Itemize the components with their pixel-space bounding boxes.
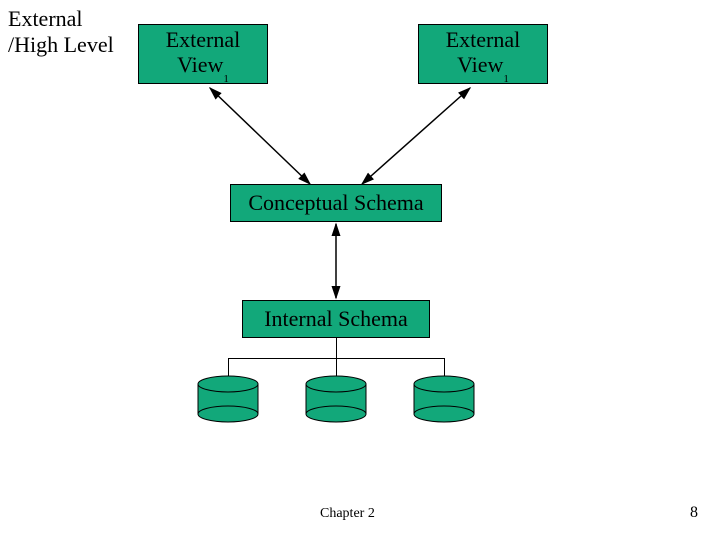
arrow-conceptual-to-right bbox=[362, 88, 470, 184]
arrows-layer bbox=[0, 0, 720, 540]
footer-chapter: Chapter 2 bbox=[320, 506, 375, 522]
external-view-left-box: External View1 bbox=[138, 24, 268, 84]
footer-page-number: 8 bbox=[690, 504, 698, 522]
external-view-right-box: External View1 bbox=[418, 24, 548, 84]
internal-schema-label: Internal Schema bbox=[264, 306, 408, 332]
title-label: External /High Level bbox=[8, 6, 114, 59]
conceptual-schema-label: Conceptual Schema bbox=[248, 190, 423, 216]
tree-stem bbox=[336, 338, 337, 358]
cylinder-3 bbox=[413, 374, 475, 428]
conceptual-schema-box: Conceptual Schema bbox=[230, 184, 442, 222]
cylinder-2 bbox=[305, 374, 367, 428]
external-view-right-label: External View1 bbox=[446, 27, 521, 81]
title-line1: External bbox=[8, 6, 83, 31]
external-view-left-label: External View1 bbox=[166, 27, 241, 81]
title-line2: /High Level bbox=[8, 32, 114, 57]
cylinder-1 bbox=[197, 374, 259, 428]
internal-schema-box: Internal Schema bbox=[242, 300, 430, 338]
arrow-conceptual-to-left bbox=[210, 88, 310, 184]
